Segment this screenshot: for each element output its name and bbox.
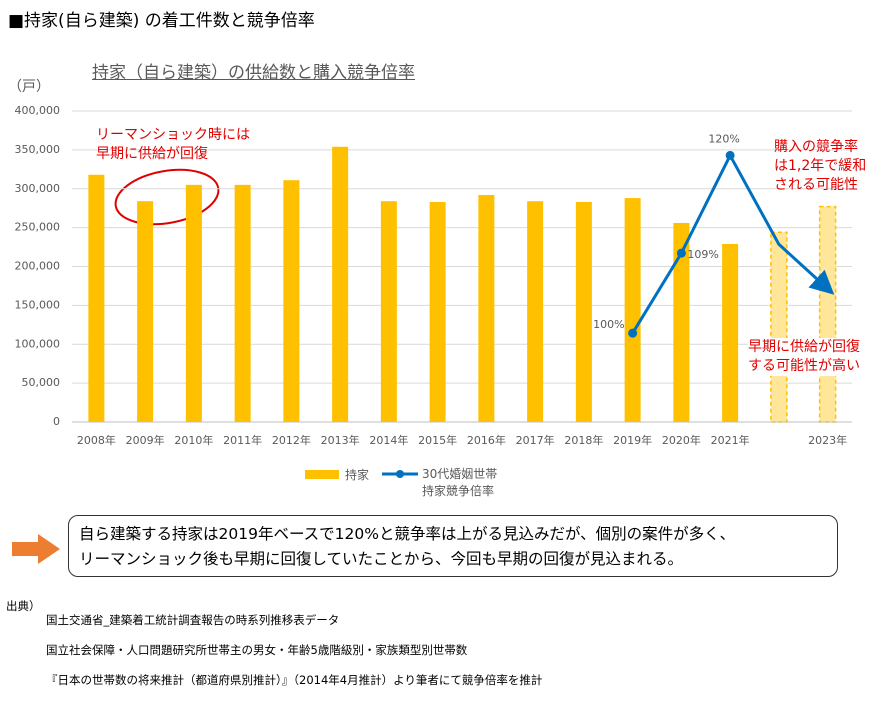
legend-swatch [305,470,339,479]
x-tick-label: 2009年 [126,433,165,447]
source-line: 国立社会保障・人口問題研究所世帯主の男女・年齢5歳階級別・家族類型別世帯数 [46,643,468,657]
y-axis-label: （戸） [8,79,50,95]
x-tick-label: 2011年 [223,433,262,447]
x-tick-label: 2019年 [613,433,652,447]
y-tick-label: 150,000 [15,298,61,311]
legend-label: 持家 [345,468,370,482]
arrow-icon [12,534,60,564]
y-tick-label: 200,000 [15,260,61,273]
y-tick-label: 400,000 [15,104,61,117]
line-point [725,150,735,160]
x-tick-label: 2014年 [369,433,408,447]
source-line: 国土交通省_建築着工統計調査報告の時系列推移表データ [46,613,340,627]
x-tick-label: 2010年 [174,433,213,447]
legend-line [382,470,418,478]
bar [575,201,592,422]
annotation: 購入の競争率 は1,2年で緩和 される可能性 [774,139,867,193]
page-title: ■持家(自ら建築) の着工件数と競争倍率 [8,11,315,31]
bar [624,198,641,422]
highlight-ellipse [114,168,220,226]
bar [478,194,495,422]
y-tick-label: 350,000 [15,143,61,156]
x-tick-label: 2012年 [272,433,311,447]
legend-label: 30代婚姻世帯 持家競争倍率 [422,467,498,498]
y-tick-label: 300,000 [15,182,61,195]
x-tick-label: 2018年 [564,433,603,447]
annotation: 早期に供給が回復 する可能性が高い [748,338,860,376]
bar [722,243,739,422]
bar [380,201,397,422]
chart-title: 持家（自ら建築）の供給数と購入競争倍率 [92,63,415,83]
callout: 自ら建築する持家は2019年ベースで120%と競争率は上がる見込みだが、個別の案… [68,515,838,577]
bar [770,231,788,423]
bar [818,205,837,423]
x-tick-label: 2021年 [711,433,750,447]
x-tick-label: 2015年 [418,433,457,447]
x-tick-label: 2020年 [662,433,701,447]
x-tick-label: 2017年 [516,433,555,447]
bar [137,201,154,422]
bar [429,201,446,422]
data-label: 120% [708,132,739,145]
x-tick-label: 2008年 [77,433,116,447]
y-tick-label: 250,000 [15,221,61,234]
bar [88,174,105,422]
data-label: 100% [593,318,624,331]
line-point [628,328,638,338]
data-label: 109% [687,248,718,261]
annotation: リーマンショック時には 早期に供給が回復 [96,127,250,162]
bar [332,146,349,422]
y-tick-label: 0 [53,415,60,428]
y-tick-label: 100,000 [15,337,61,350]
bar [673,222,690,422]
bar [283,180,300,422]
page: ■持家(自ら建築) の着工件数と競争倍率 0 50,000 100,000 150,0… [6,11,867,687]
bar [185,184,202,422]
x-tick-label: 2023年 [808,433,847,447]
bar [234,184,251,422]
y-tick-label: 50,000 [22,376,61,389]
line-point [676,248,686,258]
source-label: 出典） [6,599,41,613]
bar [527,201,544,422]
x-tick-label: 2016年 [467,433,506,447]
source: 国土交通省_建築着工統計調査報告の時系列推移表データ 国立社会保障・人口問題研究… [46,598,542,703]
x-tick-label: 2013年 [321,433,360,447]
source-line: 『日本の世帯数の将来推計（都道府県別推計）』（2014年4月推計）より筆者にて競… [46,673,543,687]
